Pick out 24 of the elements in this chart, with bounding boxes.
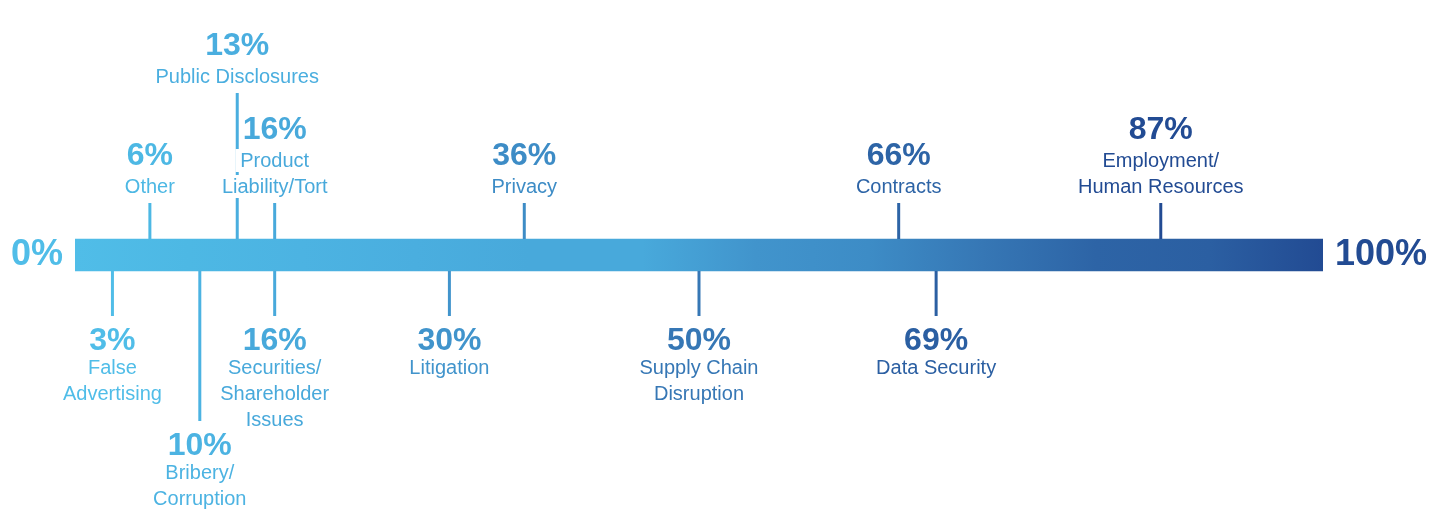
category-label: Data Security — [876, 356, 997, 378]
category-label: Contracts — [855, 175, 942, 197]
data-label: 16% — [242, 321, 307, 357]
category-label: Supply Chain Disruption — [639, 356, 759, 404]
data-label: 66% — [866, 136, 931, 172]
category-label: Bribery/ Corruption — [153, 461, 247, 509]
category-label: Other — [124, 175, 176, 197]
data-label: 3% — [89, 321, 136, 357]
category-label: Product Liability/Tort — [221, 149, 328, 197]
data-label: 6% — [126, 136, 174, 172]
data-label: 87% — [1128, 110, 1193, 146]
data-label: 30% — [417, 321, 482, 357]
text: 0% — [10, 232, 63, 273]
data-label: 36% — [492, 136, 557, 172]
category-label: False Advertising — [62, 356, 162, 404]
data-label: 16% — [242, 110, 307, 146]
category-label: Privacy — [491, 175, 558, 197]
data-label: 13% — [205, 26, 270, 62]
category-label: Litigation — [409, 356, 490, 378]
data-label: 69% — [904, 321, 969, 357]
data-label: 50% — [666, 321, 732, 357]
category-label: Public Disclosures — [155, 65, 319, 87]
category-label: Employment/ Human Resources — [1077, 149, 1244, 197]
text: 100% — [1335, 232, 1428, 273]
